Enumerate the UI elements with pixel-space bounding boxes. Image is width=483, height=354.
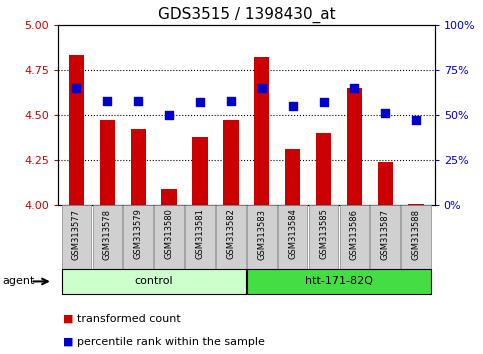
Text: GSM313577: GSM313577 bbox=[72, 209, 81, 259]
Text: GSM313587: GSM313587 bbox=[381, 209, 390, 259]
Bar bbox=[69, 56, 84, 205]
Text: GSM313586: GSM313586 bbox=[350, 209, 359, 259]
Bar bbox=[401, 205, 431, 269]
Point bbox=[289, 103, 297, 109]
Bar bbox=[185, 205, 215, 269]
Text: agent: agent bbox=[2, 276, 35, 286]
Bar bbox=[378, 162, 393, 205]
Bar bbox=[278, 205, 308, 269]
Title: GDS3515 / 1398430_at: GDS3515 / 1398430_at bbox=[157, 7, 335, 23]
Bar bbox=[62, 269, 246, 294]
Bar bbox=[370, 205, 400, 269]
Bar bbox=[309, 205, 339, 269]
Point bbox=[196, 99, 204, 105]
Bar bbox=[93, 205, 122, 269]
Text: transformed count: transformed count bbox=[77, 314, 181, 324]
Text: ■: ■ bbox=[63, 314, 73, 324]
Point bbox=[412, 118, 420, 123]
Bar bbox=[254, 57, 270, 205]
Bar bbox=[192, 137, 208, 205]
Point bbox=[134, 98, 142, 103]
Bar bbox=[99, 120, 115, 205]
Text: GSM313582: GSM313582 bbox=[227, 209, 235, 259]
Bar bbox=[124, 205, 153, 269]
Point bbox=[382, 110, 389, 116]
Text: GSM313580: GSM313580 bbox=[165, 209, 173, 259]
Text: GSM313578: GSM313578 bbox=[103, 209, 112, 259]
Bar bbox=[247, 269, 431, 294]
Bar bbox=[154, 205, 184, 269]
Text: GSM313588: GSM313588 bbox=[412, 209, 421, 259]
Bar bbox=[130, 130, 146, 205]
Text: GSM313584: GSM313584 bbox=[288, 209, 297, 259]
Text: control: control bbox=[134, 276, 173, 286]
Point bbox=[227, 98, 235, 103]
Text: percentile rank within the sample: percentile rank within the sample bbox=[77, 337, 265, 347]
Bar bbox=[161, 189, 177, 205]
Bar bbox=[247, 205, 277, 269]
Bar bbox=[216, 205, 246, 269]
Bar bbox=[316, 133, 331, 205]
Point bbox=[351, 85, 358, 91]
Bar bbox=[409, 204, 424, 205]
Text: GSM313583: GSM313583 bbox=[257, 209, 266, 259]
Text: htt-171-82Q: htt-171-82Q bbox=[305, 276, 373, 286]
Bar bbox=[223, 120, 239, 205]
Text: GSM313581: GSM313581 bbox=[196, 209, 204, 259]
Bar bbox=[347, 88, 362, 205]
Point bbox=[320, 99, 327, 105]
Bar bbox=[285, 149, 300, 205]
Text: GSM313585: GSM313585 bbox=[319, 209, 328, 259]
Point bbox=[72, 85, 80, 91]
Bar bbox=[340, 205, 369, 269]
Bar bbox=[62, 205, 91, 269]
Text: ■: ■ bbox=[63, 337, 73, 347]
Point bbox=[258, 85, 266, 91]
Text: GSM313579: GSM313579 bbox=[134, 209, 143, 259]
Point bbox=[103, 98, 111, 103]
Point bbox=[165, 112, 173, 118]
